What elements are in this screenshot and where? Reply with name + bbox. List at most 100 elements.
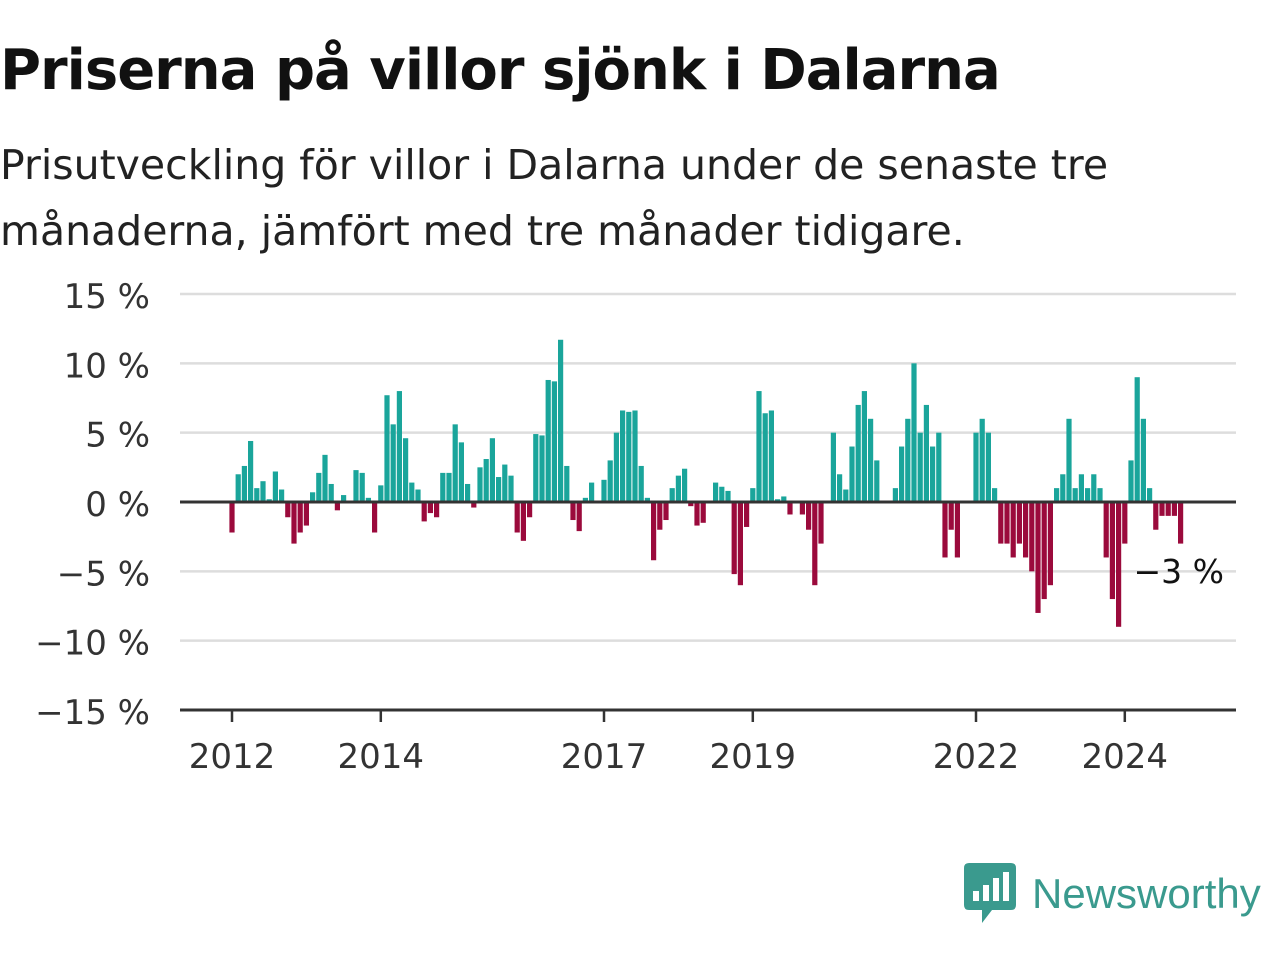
gridlines [180, 292, 1236, 642]
bar [285, 502, 291, 518]
bar [663, 502, 669, 521]
bar [1159, 502, 1165, 516]
bar [669, 488, 675, 502]
bar [539, 435, 545, 502]
brand-name: Newsworthy [1032, 870, 1261, 917]
bar [1116, 502, 1122, 627]
bar [725, 490, 731, 502]
bar [861, 391, 867, 502]
bar [576, 502, 582, 532]
bar [744, 502, 750, 527]
y-tick-label: 0 % [85, 485, 150, 525]
bar [1178, 502, 1184, 544]
bar [874, 460, 880, 502]
chart-subtitle: Prisutveckling för villor i Dalarna unde… [0, 141, 1109, 255]
bar [998, 502, 1004, 544]
y-tick-label: −5 % [57, 554, 150, 594]
bar [365, 497, 371, 502]
bar [1054, 488, 1060, 502]
axes [180, 500, 1236, 712]
bar [1004, 502, 1010, 544]
bar [1153, 502, 1159, 530]
bar [1029, 502, 1035, 572]
bar [1140, 418, 1146, 502]
bar [942, 502, 948, 558]
bar [818, 502, 824, 544]
bar [694, 502, 700, 526]
bar [1165, 502, 1171, 516]
bar [1010, 502, 1016, 558]
bar [254, 488, 260, 502]
bar [954, 502, 960, 558]
bar [291, 502, 297, 544]
bar [892, 488, 898, 502]
y-tick-label: −10 % [35, 624, 150, 664]
bar [471, 502, 477, 508]
bar [682, 468, 688, 502]
bar [545, 379, 551, 502]
bar [737, 502, 743, 586]
bar [632, 410, 638, 502]
bar [353, 470, 359, 502]
bar [799, 502, 805, 515]
bar [806, 502, 812, 530]
bar [1085, 488, 1091, 502]
bar [527, 502, 533, 518]
bar [520, 502, 526, 541]
bar [930, 446, 936, 502]
bar [334, 502, 340, 511]
x-axis-tick-labels: 2012 2014 2017 2019 2022 2024 [189, 710, 1168, 777]
bar [700, 502, 706, 523]
bar [514, 502, 520, 533]
bar [372, 502, 378, 533]
bar [502, 464, 508, 502]
bar [396, 391, 402, 502]
bar [235, 474, 241, 502]
bar [303, 502, 309, 526]
bar [440, 472, 446, 502]
bar [434, 502, 440, 518]
bar [508, 475, 514, 502]
bar [229, 502, 235, 533]
bar [613, 432, 619, 502]
chart-title: Priserna på villor sjönk i Dalarna [0, 38, 1001, 103]
bar [390, 424, 396, 502]
bar [1041, 502, 1047, 600]
bar [1147, 488, 1153, 502]
bar [992, 488, 998, 502]
bar [657, 502, 663, 530]
bar [688, 502, 694, 507]
bar [1103, 502, 1109, 558]
bar [1134, 377, 1140, 502]
bar [310, 492, 316, 502]
bar [421, 502, 427, 522]
bar [248, 440, 254, 502]
bar [849, 446, 855, 502]
bar [533, 434, 539, 502]
bar [787, 502, 793, 515]
bar [297, 502, 303, 533]
bar [341, 495, 347, 502]
bar [564, 465, 570, 502]
bar [644, 497, 650, 502]
bar [837, 474, 843, 502]
x-tick-label: 2019 [710, 737, 797, 777]
y-tick-label: 5 % [85, 416, 150, 456]
x-tick-label: 2024 [1082, 737, 1169, 777]
last-value-label: −3 % [1134, 552, 1225, 591]
x-tick-label: 2014 [338, 737, 425, 777]
bar [415, 489, 421, 502]
bar [601, 479, 607, 502]
bar [1072, 488, 1078, 502]
bar [260, 481, 266, 502]
bar [241, 465, 247, 502]
bar [768, 410, 774, 502]
bar [465, 483, 471, 502]
bar [843, 489, 849, 502]
bar [713, 482, 719, 502]
bar [899, 446, 905, 502]
bar [477, 467, 483, 502]
bar [1066, 418, 1072, 502]
x-tick-label: 2012 [189, 737, 276, 777]
bar [272, 471, 278, 502]
